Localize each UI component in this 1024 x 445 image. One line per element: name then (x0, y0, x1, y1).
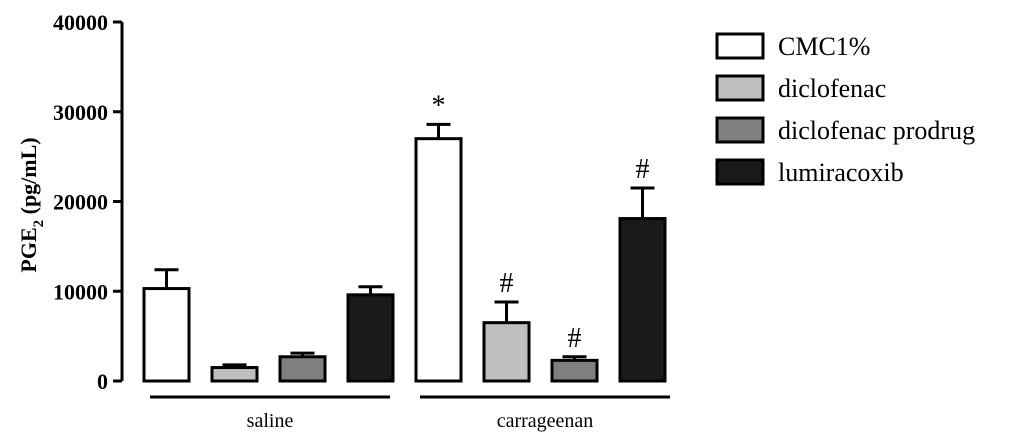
legend-swatch-0 (715, 32, 765, 60)
legend: CMC1% diclofenac diclofenac prodrug lumirac… (715, 32, 975, 187)
bar-diclofenac-carrageenan (482, 321, 531, 383)
bar-diclofenac-saline (210, 366, 259, 383)
significance-marker: # (636, 154, 650, 185)
bar-cmc1--saline (142, 287, 191, 383)
y-tick-label-1: 10000 (53, 279, 108, 304)
legend-label-1: diclofenac (778, 74, 886, 103)
y-axis-label-main: PGE (16, 227, 41, 272)
y-axis-label-subscript: 2 (31, 220, 47, 228)
group-axis: saline carrageenan (150, 395, 670, 432)
legend-swatch-3 (715, 158, 765, 186)
significance-marker: * (432, 90, 446, 121)
legend-swatch-1 (715, 74, 765, 102)
legend-swatch-2 (715, 116, 765, 144)
bar-lumiracoxib-carrageenan (618, 217, 667, 383)
legend-label-3: lumiracoxib (778, 158, 904, 187)
significance-marker: # (500, 268, 514, 299)
y-tick-label-0: 0 (97, 369, 108, 394)
bar-diclofenac-prodrug-carrageenan (550, 358, 599, 383)
y-axis: 0 10000 20000 30000 40000 (53, 10, 124, 394)
y-axis-label-unit: (pg/mL) (16, 137, 41, 220)
y-tick-label-3: 30000 (53, 100, 108, 125)
group-label-carrageenan: carrageenan (497, 410, 594, 432)
group-label-saline: saline (247, 410, 294, 432)
y-tick-label-2: 20000 (53, 190, 108, 215)
bar-cmc1--carrageenan (414, 137, 463, 383)
legend-label-0: CMC1% (778, 32, 870, 61)
significance-marker: # (568, 323, 582, 354)
bars: * # # # (142, 90, 667, 383)
y-axis-label: PGE2 (pg/mL) (16, 137, 47, 272)
bar-lumiracoxib-saline (346, 293, 395, 383)
y-tick-label-4: 40000 (53, 10, 108, 35)
legend-label-2: diclofenac prodrug (778, 116, 975, 145)
y-axis-label-text: PGE2 (pg/mL) (16, 137, 47, 272)
bar-diclofenac-prodrug-saline (278, 355, 327, 383)
